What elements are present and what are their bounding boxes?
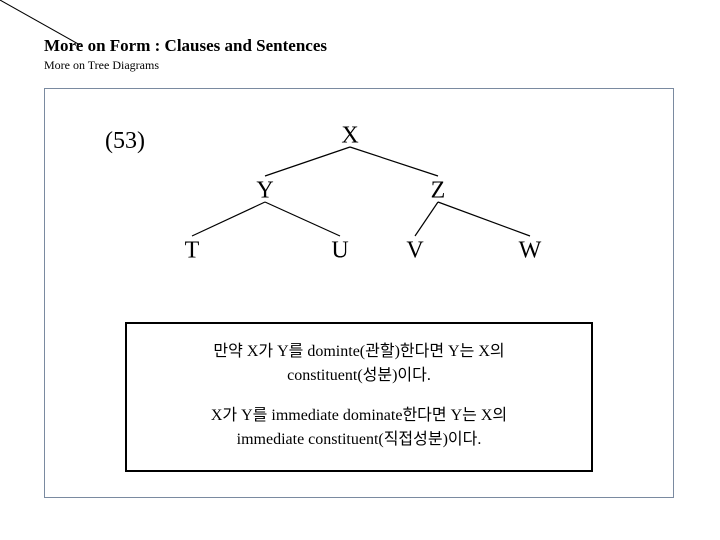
definition-para-2: X가 Y를 immediate dominate한다면 Y는 X의 immedi… <box>145 404 573 452</box>
slide-subtitle: More on Tree Diagrams <box>44 58 327 73</box>
tree-edge <box>265 147 350 176</box>
tree-node-label: Z <box>431 178 446 204</box>
tree-edge <box>438 202 530 236</box>
title-block: More on Form : Clauses and Sentences Mor… <box>44 36 327 73</box>
tree-node-label: X <box>341 123 358 149</box>
definition-para-1: 만약 X가 Y를 dominte(관할)한다면 Y는 X의 constituen… <box>145 340 573 388</box>
tree-node-label: T <box>185 238 200 264</box>
slide: More on Form : Clauses and Sentences Mor… <box>0 0 720 540</box>
definition-box: 만약 X가 Y를 dominte(관할)한다면 Y는 X의 constituen… <box>125 322 593 472</box>
definition-line: immediate constituent(직접성분)이다. <box>237 431 482 448</box>
tree-edge <box>265 202 340 236</box>
example-number: (53) <box>105 128 145 155</box>
tree-edge <box>350 147 438 176</box>
definition-line: constituent(성분)이다. <box>287 367 431 384</box>
syntax-tree: X Y Z T U V W <box>150 115 570 285</box>
definition-line: 만약 X가 Y를 dominte(관할)한다면 Y는 X의 <box>213 343 504 360</box>
tree-edge <box>415 202 438 236</box>
tree-node-label: V <box>406 238 424 264</box>
tree-node-label: U <box>331 238 348 264</box>
tree-edge <box>192 202 265 236</box>
tree-node-label: W <box>519 238 542 264</box>
slide-title: More on Form : Clauses and Sentences <box>44 36 327 56</box>
tree-node-label: Y <box>256 178 273 204</box>
definition-line: X가 Y를 immediate dominate한다면 Y는 X의 <box>211 407 507 424</box>
